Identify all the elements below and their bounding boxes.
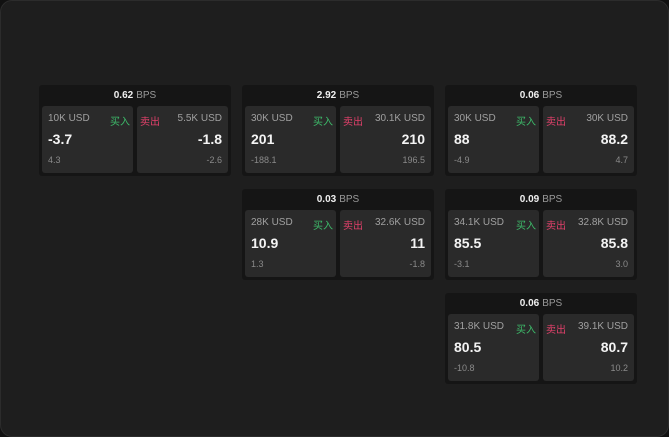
sell-size: 30K USD bbox=[586, 113, 628, 124]
quote-card: 0.06 BPS 31.8K USD 买入 80.5 -10.8 卖出 39.1K… bbox=[445, 293, 637, 384]
spread-unit: BPS bbox=[339, 194, 360, 205]
sell-change: 4.7 bbox=[615, 155, 628, 165]
spread-unit: BPS bbox=[136, 90, 157, 101]
buy-size: 28K USD bbox=[251, 217, 293, 228]
buy-change: 1.3 bbox=[251, 259, 264, 269]
sell-label: 卖出 bbox=[546, 117, 566, 128]
sell-change: 3.0 bbox=[615, 259, 628, 269]
quote-card: 0.06 BPS 30K USD 买入 88 -4.9 卖出 30K USD 88… bbox=[445, 85, 637, 176]
spread-unit: BPS bbox=[339, 90, 360, 101]
quote-card: 2.92 BPS 30K USD 买入 201 -188.1 卖出 30.1K U… bbox=[242, 85, 434, 176]
sell-price: 85.8 bbox=[600, 235, 628, 251]
sell-price: 11 bbox=[410, 235, 425, 251]
buy-price: 201 bbox=[251, 131, 275, 147]
spread-unit: BPS bbox=[542, 298, 563, 309]
buy-pane[interactable]: 10K USD 买入 -3.7 4.3 bbox=[42, 106, 133, 173]
buy-label: 买入 bbox=[516, 221, 536, 232]
buy-price: 80.5 bbox=[454, 339, 482, 355]
spread-value: 0.06 bbox=[519, 298, 540, 309]
buy-label: 买入 bbox=[516, 117, 536, 128]
sell-pane[interactable]: 卖出 39.1K USD 80.7 10.2 bbox=[543, 314, 634, 381]
spread-value: 2.92 bbox=[316, 90, 337, 101]
spread-header: 0.03 BPS bbox=[242, 189, 434, 210]
sell-label: 卖出 bbox=[546, 221, 566, 232]
sell-change: -2.6 bbox=[206, 155, 222, 165]
sell-size: 39.1K USD bbox=[577, 321, 628, 332]
buy-change: -10.8 bbox=[454, 363, 475, 373]
buy-price: 10.9 bbox=[251, 235, 279, 251]
quote-card: 0.62 BPS 10K USD 买入 -3.7 4.3 卖出 5.5K USD … bbox=[39, 85, 231, 176]
sell-pane[interactable]: 卖出 5.5K USD -1.8 -2.6 bbox=[137, 106, 228, 173]
sell-size: 30.1K USD bbox=[374, 113, 425, 124]
buy-size: 34.1K USD bbox=[454, 217, 505, 228]
spread-value: 0.06 bbox=[519, 90, 540, 101]
sell-label: 卖出 bbox=[546, 325, 566, 336]
quote-card: 0.09 BPS 34.1K USD 买入 85.5 -3.1 卖出 32.8K … bbox=[445, 189, 637, 280]
spread-unit: BPS bbox=[542, 90, 563, 101]
buy-pane[interactable]: 31.8K USD 买入 80.5 -10.8 bbox=[448, 314, 539, 381]
quote-card: 0.03 BPS 28K USD 买入 10.9 1.3 卖出 32.6K USD… bbox=[242, 189, 434, 280]
spread-value: 0.03 bbox=[316, 194, 337, 205]
sell-pane[interactable]: 卖出 30.1K USD 210 196.5 bbox=[340, 106, 431, 173]
buy-change: -3.1 bbox=[454, 259, 470, 269]
buy-price: 88 bbox=[454, 131, 470, 147]
spread-header: 0.06 BPS bbox=[445, 293, 637, 314]
buy-pane[interactable]: 30K USD 买入 88 -4.9 bbox=[448, 106, 539, 173]
buy-price: 85.5 bbox=[454, 235, 482, 251]
sell-pane[interactable]: 卖出 30K USD 88.2 4.7 bbox=[543, 106, 634, 173]
sell-price: -1.8 bbox=[197, 131, 222, 147]
buy-pane[interactable]: 30K USD 买入 201 -188.1 bbox=[245, 106, 336, 173]
buy-change: -188.1 bbox=[251, 155, 277, 165]
buy-size: 10K USD bbox=[48, 113, 90, 124]
sell-size: 32.6K USD bbox=[374, 217, 425, 228]
spread-header: 0.09 BPS bbox=[445, 189, 637, 210]
sell-label: 卖出 bbox=[343, 221, 363, 232]
sell-price: 88.2 bbox=[600, 131, 628, 147]
buy-size: 31.8K USD bbox=[454, 321, 505, 332]
sell-size: 32.8K USD bbox=[577, 217, 628, 228]
buy-change: 4.3 bbox=[48, 155, 61, 165]
spread-value: 0.09 bbox=[519, 194, 540, 205]
buy-label: 买入 bbox=[516, 325, 536, 336]
sell-pane[interactable]: 卖出 32.6K USD 11 -1.8 bbox=[340, 210, 431, 277]
sell-label: 卖出 bbox=[343, 117, 363, 128]
buy-label: 买入 bbox=[313, 221, 333, 232]
sell-change: -1.8 bbox=[409, 259, 425, 269]
buy-pane[interactable]: 34.1K USD 买入 85.5 -3.1 bbox=[448, 210, 539, 277]
spread-header: 0.06 BPS bbox=[445, 85, 637, 106]
sell-change: 196.5 bbox=[402, 155, 425, 165]
sell-size: 5.5K USD bbox=[177, 113, 222, 124]
sell-price: 210 bbox=[401, 131, 425, 147]
sell-label: 卖出 bbox=[140, 117, 160, 128]
buy-pane[interactable]: 28K USD 买入 10.9 1.3 bbox=[245, 210, 336, 277]
spread-value: 0.62 bbox=[113, 90, 134, 101]
buy-price: -3.7 bbox=[48, 131, 73, 147]
buy-size: 30K USD bbox=[251, 113, 293, 124]
spread-header: 0.62 BPS bbox=[39, 85, 231, 106]
buy-change: -4.9 bbox=[454, 155, 470, 165]
spread-unit: BPS bbox=[542, 194, 563, 205]
sell-change: 10.2 bbox=[610, 363, 628, 373]
spread-header: 2.92 BPS bbox=[242, 85, 434, 106]
buy-size: 30K USD bbox=[454, 113, 496, 124]
buy-label: 买入 bbox=[313, 117, 333, 128]
sell-pane[interactable]: 卖出 32.8K USD 85.8 3.0 bbox=[543, 210, 634, 277]
buy-label: 买入 bbox=[110, 117, 130, 128]
sell-price: 80.7 bbox=[600, 339, 628, 355]
